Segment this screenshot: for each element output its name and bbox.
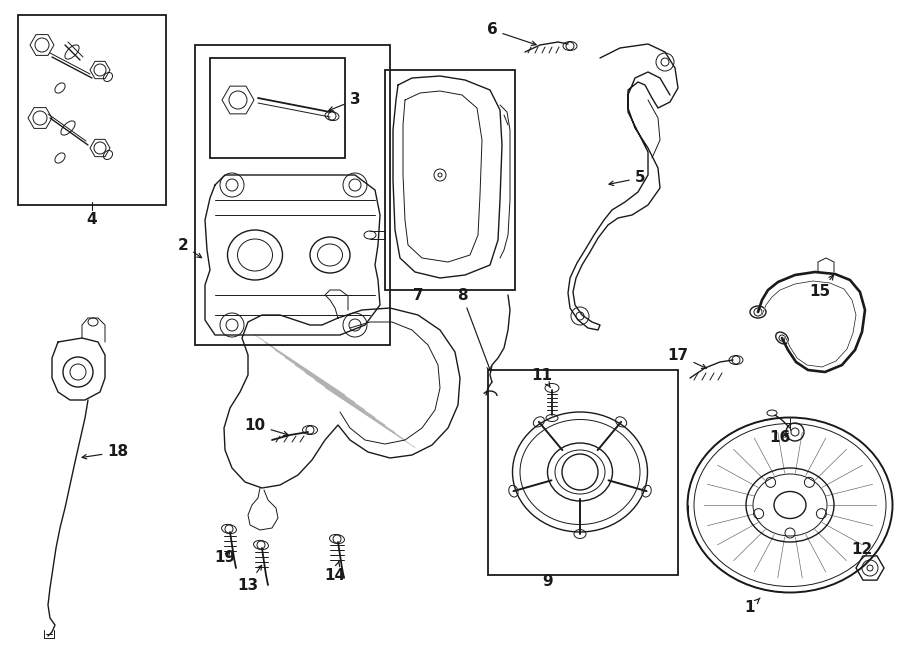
Text: 7: 7 (413, 288, 423, 303)
Text: 13: 13 (238, 565, 262, 592)
Text: 1: 1 (745, 598, 760, 615)
Text: 15: 15 (809, 275, 833, 299)
Text: 14: 14 (324, 562, 346, 582)
Text: 16: 16 (770, 430, 790, 444)
Text: 12: 12 (851, 543, 873, 557)
Bar (195, 45, 390, 345)
Bar (18, 15, 166, 205)
Text: 18: 18 (82, 444, 129, 459)
Bar (385, 70, 515, 290)
Text: 11: 11 (532, 368, 553, 387)
Text: 17: 17 (668, 348, 706, 368)
Text: 4: 4 (86, 212, 97, 227)
Text: 9: 9 (543, 574, 553, 590)
Text: 10: 10 (245, 418, 288, 436)
Bar (488, 370, 678, 575)
Text: 5: 5 (609, 171, 645, 186)
Bar (210, 58, 345, 158)
Text: 19: 19 (214, 551, 236, 566)
Text: 3: 3 (328, 93, 360, 111)
Text: 6: 6 (487, 22, 536, 46)
Text: 2: 2 (177, 237, 202, 258)
Text: 8: 8 (456, 288, 491, 371)
